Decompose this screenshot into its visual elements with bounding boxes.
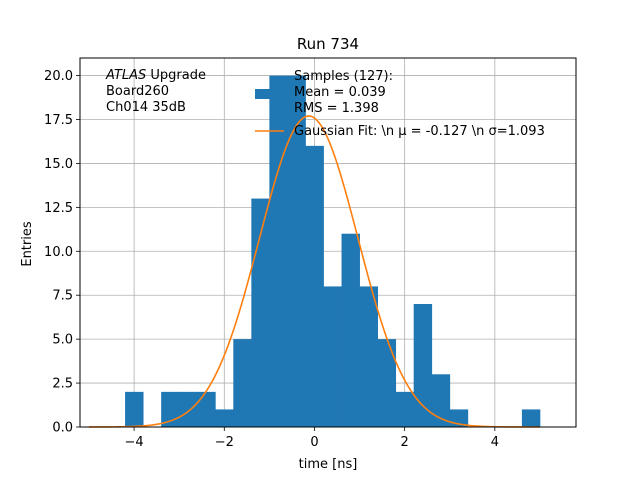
- y-tick-label: 5.0: [52, 333, 73, 348]
- histogram-bar: [431, 374, 451, 427]
- legend-histogram-label: RMS = 1.398: [294, 101, 379, 116]
- y-tick-label: 0.0: [52, 421, 73, 436]
- y-axis-ticks: 0.0 2.5 5.0 7.5 10.0 12.5 15.0 17.5 20.0: [44, 69, 80, 436]
- y-tick-label: 12.5: [44, 201, 73, 216]
- histogram-bar: [359, 286, 378, 427]
- histogram-bar: [521, 409, 541, 427]
- histogram-bar: [395, 391, 415, 427]
- chart-title: Run 734: [297, 35, 359, 53]
- y-tick-label: 7.5: [52, 289, 73, 304]
- legend-histogram-label: Mean = 0.039: [294, 85, 386, 100]
- y-tick-label: 15.0: [44, 157, 73, 172]
- x-tick-label: −4: [125, 435, 144, 450]
- histogram-bar: [413, 304, 433, 427]
- histogram-bar: [197, 391, 216, 427]
- histogram-bar: [233, 339, 252, 427]
- legend-fit-label: Gaussian Fit: \n μ = -0.127 \n σ=1.093: [294, 124, 545, 139]
- annotation-line: Ch014 35dB: [106, 100, 186, 115]
- histogram-bar: [341, 233, 360, 427]
- annotation-text: Ch014 35dB: [106, 100, 186, 115]
- y-tick-label: 10.0: [44, 245, 73, 260]
- x-tick-label: 2: [401, 435, 409, 450]
- legend: Samples (127): Mean = 0.039 RMS = 1.398 G…: [255, 69, 545, 139]
- x-tick-label: 4: [491, 435, 499, 450]
- histogram-bar: [179, 391, 198, 427]
- histogram-bar: [161, 391, 180, 427]
- plot-frame: [79, 57, 577, 428]
- annotation-text: Board260: [106, 84, 169, 99]
- x-tick-label: −2: [215, 435, 234, 450]
- atlas-annotation: ATLAS Upgrade Board260 Ch014 35dB: [105, 68, 206, 115]
- legend-histogram-swatch: [255, 89, 284, 99]
- histogram-bar: [305, 145, 324, 427]
- annotation-italic-text: ATLAS: [105, 68, 146, 83]
- histogram-bar: [377, 339, 397, 427]
- x-axis-ticks: −4 −2 0 2 4: [125, 427, 499, 450]
- histogram-bar: [125, 391, 144, 427]
- histogram-bar: [287, 75, 306, 428]
- annotation-line: Board260: [106, 84, 169, 99]
- histogram-bar: [215, 409, 234, 427]
- histogram-bar: [323, 286, 342, 427]
- annotation-line: ATLAS Upgrade: [105, 68, 206, 83]
- y-tick-label: 17.5: [44, 113, 73, 128]
- x-axis-label: time [ns]: [299, 457, 358, 472]
- x-tick-label: 0: [310, 435, 318, 450]
- histogram-bar: [251, 198, 270, 427]
- histogram-bars: [125, 75, 541, 428]
- histogram-bar: [269, 75, 288, 428]
- gaussian-fit-line: [89, 115, 540, 428]
- y-axis-label: Entries: [20, 221, 35, 267]
- y-tick-label: 2.5: [52, 377, 73, 392]
- annotation-text: Upgrade: [146, 68, 206, 83]
- legend-histogram-label: Samples (127):: [294, 69, 393, 84]
- y-tick-label: 20.0: [44, 69, 73, 84]
